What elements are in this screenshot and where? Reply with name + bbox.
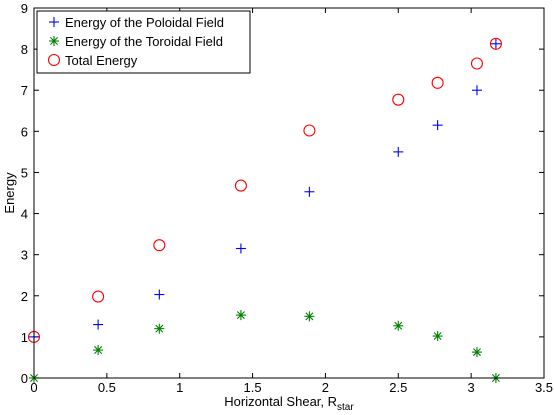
point-total-energy bbox=[392, 93, 405, 106]
y-tick-label: 0 bbox=[21, 371, 28, 386]
x-tick-label: 3.5 bbox=[535, 380, 553, 395]
point-total-energy bbox=[303, 124, 316, 137]
legend-label: Energy of the Toroidal Field bbox=[65, 34, 223, 49]
legend-label: Total Energy bbox=[65, 53, 138, 68]
y-tick-label: 6 bbox=[21, 124, 28, 139]
y-tick-label: 8 bbox=[21, 42, 28, 57]
point-energy-of-the-toroidal-field bbox=[304, 311, 315, 322]
point-energy-of-the-poloidal-field bbox=[432, 120, 443, 131]
y-axis-label: Energy bbox=[2, 172, 17, 214]
point-energy-of-the-toroidal-field bbox=[235, 310, 246, 321]
point-energy-of-the-poloidal-field bbox=[471, 85, 482, 96]
point-energy-of-the-toroidal-field bbox=[393, 320, 404, 331]
y-tick-label: 5 bbox=[21, 165, 28, 180]
x-tick-label: 2.5 bbox=[389, 380, 407, 395]
legend-marker-energy-of-the-poloidal-field bbox=[49, 17, 59, 27]
x-tick-label: 3 bbox=[468, 380, 475, 395]
y-tick-label: 3 bbox=[21, 248, 28, 263]
legend-marker-energy-of-the-toroidal-field bbox=[49, 36, 59, 46]
point-energy-of-the-poloidal-field bbox=[235, 243, 246, 254]
point-total-energy bbox=[92, 290, 105, 303]
x-tick-label: 2 bbox=[322, 380, 329, 395]
legend-item-energy-of-the-toroidal-field: Energy of the Toroidal Field bbox=[49, 34, 223, 49]
point-energy-of-the-toroidal-field bbox=[471, 347, 482, 358]
series-total-energy bbox=[27, 37, 502, 343]
point-energy-of-the-toroidal-field bbox=[432, 331, 443, 342]
legend-box bbox=[36, 10, 251, 74]
y-tick-label: 1 bbox=[21, 330, 28, 345]
point-total-energy bbox=[153, 239, 166, 252]
point-energy-of-the-poloidal-field bbox=[393, 146, 404, 157]
x-tick-label: 0 bbox=[30, 380, 37, 395]
point-energy-of-the-poloidal-field bbox=[154, 289, 165, 300]
y-tick-label: 9 bbox=[21, 1, 28, 16]
point-energy-of-the-toroidal-field bbox=[93, 345, 104, 356]
point-total-energy bbox=[234, 179, 247, 192]
point-energy-of-the-poloidal-field bbox=[490, 38, 501, 49]
legend-item-energy-of-the-poloidal-field: Energy of the Poloidal Field bbox=[49, 15, 224, 30]
y-tick-label: 4 bbox=[21, 207, 28, 222]
x-axis-label-subscript: star bbox=[337, 402, 354, 413]
point-total-energy bbox=[470, 57, 484, 70]
x-tick-label: 1.5 bbox=[244, 380, 262, 395]
legend-item-total-energy: Total Energy bbox=[47, 53, 138, 68]
point-energy-of-the-poloidal-field bbox=[93, 319, 104, 330]
point-total-energy bbox=[431, 76, 444, 89]
plot-frame bbox=[33, 7, 545, 379]
legend-label: Energy of the Poloidal Field bbox=[65, 15, 224, 30]
point-energy-of-the-toroidal-field bbox=[154, 323, 165, 334]
x-tick-label: 0.5 bbox=[98, 380, 116, 395]
y-tick-label: 7 bbox=[21, 83, 28, 98]
x-axis-label-main: Horizontal Shear, R bbox=[224, 394, 337, 409]
legend-marker-total-energy bbox=[47, 53, 61, 67]
x-tick-label: 1 bbox=[176, 380, 183, 395]
point-energy-of-the-poloidal-field bbox=[304, 186, 315, 197]
x-axis-label: Horizontal Shear, Rstar bbox=[224, 394, 354, 413]
y-tick-label: 2 bbox=[21, 289, 28, 304]
point-total-energy bbox=[489, 37, 502, 50]
